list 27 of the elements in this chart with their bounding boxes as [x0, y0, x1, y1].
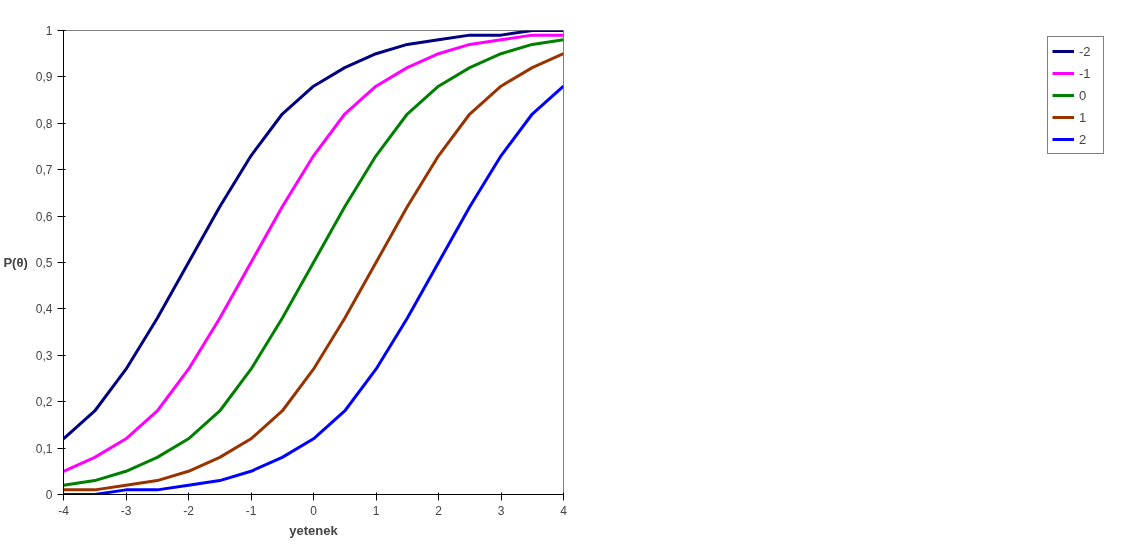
y-tick-label: 0,7 [35, 163, 53, 178]
legend-label: -2 [1079, 43, 1092, 59]
legend-label: 1 [1079, 109, 1088, 125]
legend-label: 2 [1079, 131, 1088, 147]
y-tick-label: 0,3 [35, 348, 53, 363]
x-tick-label: -2 [183, 503, 195, 518]
y-tick-label: 0,8 [35, 116, 53, 131]
x-tick-label: -1 [245, 503, 257, 518]
y-tick-label: 0,6 [35, 209, 53, 224]
x-tick-label: 3 [497, 503, 505, 518]
y-axis-title: P(θ) [3, 255, 28, 270]
x-tick-label: 0 [310, 503, 318, 518]
x-tick-label: -4 [58, 503, 70, 518]
x-axis-title: yetenek [289, 522, 339, 538]
y-tick-label: 1 [45, 24, 53, 38]
y-tick-label: 0,4 [35, 302, 53, 317]
x-tick-label: 4 [560, 503, 568, 518]
y-tick-label: 0,2 [35, 395, 53, 410]
x-tick-label: 1 [372, 503, 380, 518]
legend-label: 0 [1079, 87, 1088, 103]
x-tick-label: -3 [120, 503, 132, 518]
y-tick-label: 0,9 [35, 70, 53, 85]
y-tick-label: 0,1 [35, 441, 53, 456]
y-tick-label: 0 [45, 488, 53, 502]
y-tick-label: 0,5 [35, 256, 53, 270]
x-tick-label: 2 [435, 503, 443, 518]
legend-label: -1 [1079, 65, 1092, 81]
